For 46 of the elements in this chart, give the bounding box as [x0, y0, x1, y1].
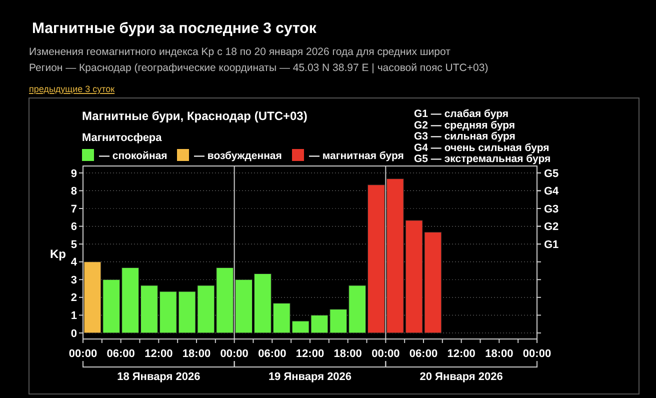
y-tick-label: 4: [70, 256, 78, 269]
ref-line-label: G2: [544, 221, 559, 234]
legend-title: Магнитосфера: [82, 132, 163, 144]
y-tick-label: 9: [70, 168, 77, 180]
legend-label: — спокойная: [99, 150, 168, 162]
legend-label: — магнитная буря: [309, 150, 404, 162]
x-tick-label: 18:00: [182, 348, 211, 360]
x-tick-label: 18:00: [334, 348, 362, 360]
text: Магнитные бури, Краснодар (UTC+03): [82, 109, 308, 123]
x-tick-label: 12:00: [447, 348, 476, 360]
y-tick-label: 2: [70, 292, 77, 304]
text: Регион — Краснодар (географические координаты — 45.03 N 38.97 E | часовой пояс UTC+03): [29, 62, 488, 74]
chart-title: Магнитные бури за последние 3 суток: [32, 20, 317, 37]
text: G3 — сильная буря: [414, 130, 516, 143]
y-tick-label: 8: [70, 186, 77, 198]
x-tick-label: 00:00: [372, 348, 400, 360]
text: G5 — экстремальная буря: [414, 153, 551, 166]
y-tick-label: 6: [70, 221, 77, 234]
x-tick-label: 06:00: [258, 348, 286, 360]
text: 18 Января 2026: [117, 371, 200, 383]
x-tick-label: 06:00: [409, 348, 438, 360]
ref-line-label: G5: [544, 168, 559, 180]
y-tick-label: 7: [70, 203, 77, 216]
ref-line-label: G3: [544, 203, 559, 216]
y-tick-label: 5: [70, 238, 77, 251]
y-tick-label: 3: [70, 274, 77, 286]
x-tick-label: 18:00: [485, 348, 514, 360]
text: G2 — средняя буря: [414, 119, 516, 132]
y-tick-label: 0: [70, 328, 77, 340]
ref-line-label: G4: [544, 186, 560, 198]
x-tick-label: 00:00: [522, 348, 552, 360]
text: предыдущие 3 суток: [29, 84, 115, 94]
text: 20 Января 2026: [420, 371, 503, 383]
x-tick-label: 00:00: [68, 348, 98, 360]
text: G1 — слабая буря: [414, 108, 509, 120]
chart-subtitle: Изменения геомагнитного индекса Kp с 18 по 20 января 2026 года для средних широт: [29, 46, 451, 58]
x-tick-label: 06:00: [106, 348, 135, 360]
x-tick-label: 12:00: [144, 348, 173, 360]
y-axis-title: Kp: [50, 247, 66, 261]
y-tick-label: 1: [70, 310, 77, 322]
text: 19 Января 2026: [268, 371, 352, 383]
x-tick-label: 00:00: [220, 348, 248, 360]
text: G4 — очень сильная буря: [414, 142, 550, 154]
legend-label: — возбужденная: [194, 150, 282, 162]
x-tick-label: 12:00: [296, 348, 324, 360]
ref-line-label: G1: [544, 238, 559, 251]
